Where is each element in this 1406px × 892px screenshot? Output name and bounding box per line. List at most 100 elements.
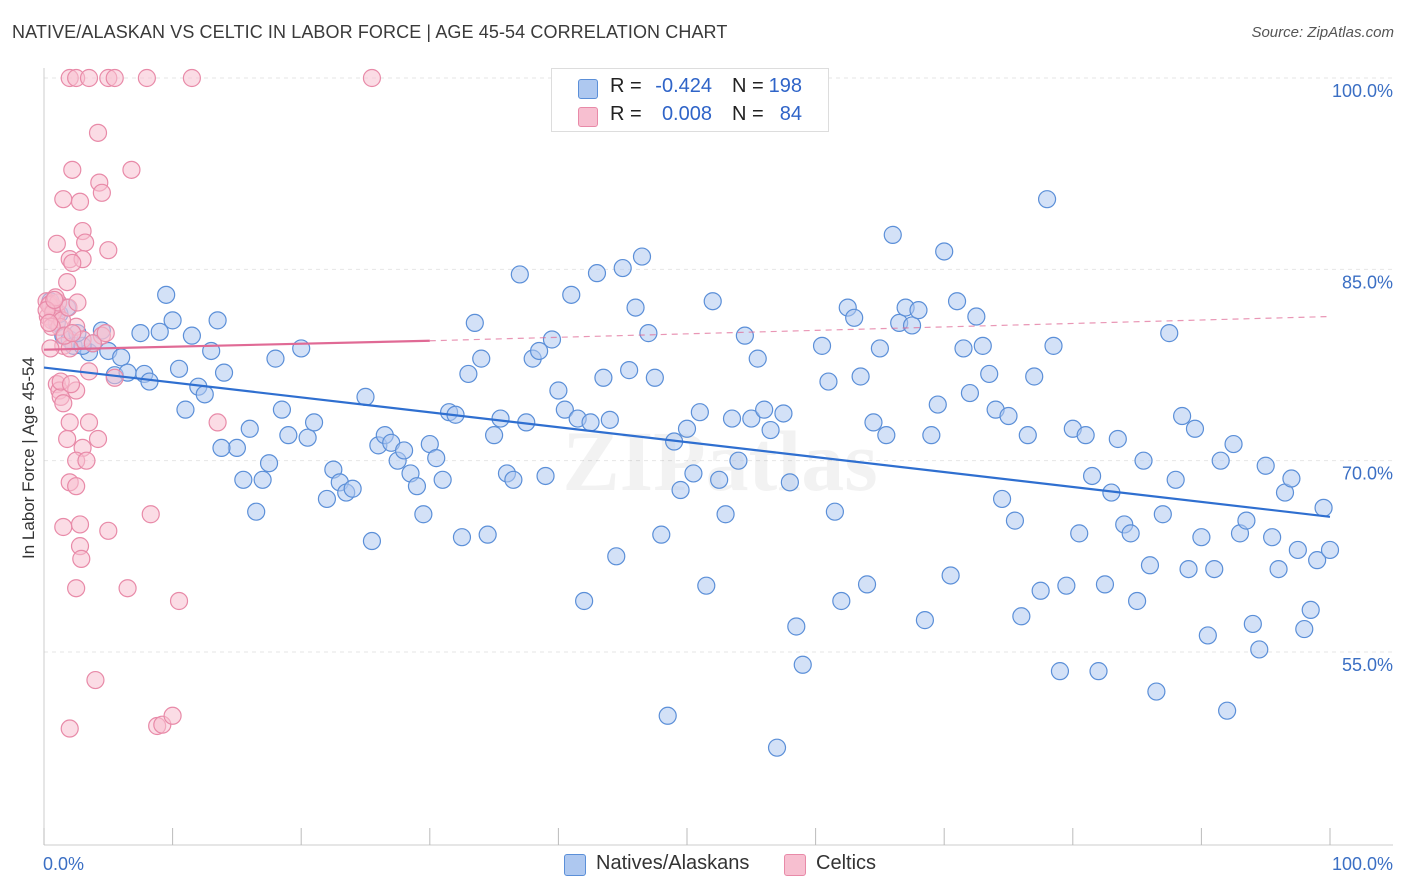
native-point [356,387,375,406]
native-point [459,364,478,384]
native-point [1057,576,1076,595]
native-point [703,292,722,311]
native-point [1121,524,1140,543]
native-point [761,420,780,440]
native-point [677,419,697,438]
native-point [1076,426,1095,445]
native-point [247,502,266,521]
native-point [182,326,201,345]
native-point [1269,559,1288,579]
native-point [671,480,690,500]
native-point [928,395,947,414]
native-point [742,409,761,428]
watermark: ZIPatlas [562,413,877,509]
native-point [266,349,285,368]
celtic-point [70,515,90,534]
native-point [549,381,568,400]
native-point [227,438,246,458]
native-point [1127,591,1147,611]
native-point [1295,619,1314,639]
native-point [362,531,382,551]
natives-points [41,190,1340,757]
celtic-point [76,233,95,252]
native-point [1256,456,1275,475]
celtic-point [63,253,82,273]
native-point [1301,600,1320,620]
celtic-point [99,521,118,540]
native-point [684,464,703,483]
celtic-point [163,706,182,725]
celtic-point [63,324,82,343]
native-point [883,225,902,244]
native-point [253,470,272,489]
native-point [304,413,324,432]
native-point [343,479,362,498]
native-point [407,477,427,496]
native-point [1263,528,1282,547]
native-point [793,655,812,674]
native-point [1140,556,1160,575]
native-point [1308,551,1327,570]
native-point [1012,607,1031,626]
celtic-point [58,272,77,292]
native-point [1314,498,1333,517]
y-tick-label: 100.0% [1332,81,1393,101]
native-point [1070,524,1089,543]
celtic-point [169,591,189,611]
legend-row-celtics: R = 0.008 N = 84 [552,100,828,130]
celtic-point [70,192,90,211]
native-point [780,473,799,492]
native-point [1243,614,1262,634]
native-point [697,576,716,595]
native-point [1082,466,1102,486]
native-point [1237,511,1256,530]
celtic-point [68,293,87,312]
native-point [967,307,986,326]
celtic-point [79,413,99,432]
native-point [1198,626,1217,645]
native-point [980,364,999,384]
celtic-point [47,234,66,253]
native-point [819,372,838,391]
native-point [722,409,742,428]
native-point [825,502,844,521]
native-point [864,413,883,432]
trend-lines [43,315,1331,518]
native-point [259,454,279,473]
y-tick-label: 55.0% [1342,655,1393,675]
celtic-point [60,413,79,432]
celtic-point [77,451,96,470]
natives-trend-line [43,366,1331,518]
native-point [427,449,446,468]
native-point [710,470,729,489]
native-point [1218,701,1237,720]
celtic-point [72,549,91,568]
celtic-point [54,517,73,537]
bottom-legend-swatch-blue [564,854,586,876]
native-point [240,419,259,438]
native-point [645,368,664,387]
native-point [954,339,973,358]
native-point [992,489,1012,509]
native-point [169,359,189,378]
native-point [947,292,967,311]
native-point [504,470,523,489]
native-point [613,258,632,278]
native-point [433,470,452,489]
native-point [562,285,581,304]
axes [43,68,1393,846]
y-tick-label: 85.0% [1342,272,1393,292]
legend-n-value: 198 [768,75,802,97]
celtic-point [40,313,59,333]
native-point [131,324,150,343]
native-point [1005,511,1025,530]
celtic-point [141,505,160,524]
celtic-point [86,670,105,690]
native-point [632,247,652,266]
native-point [973,336,992,355]
native-point [298,428,317,447]
native-point [755,400,774,419]
celtic-point [58,429,77,449]
native-point [1205,559,1224,579]
celtic-point [88,123,108,142]
